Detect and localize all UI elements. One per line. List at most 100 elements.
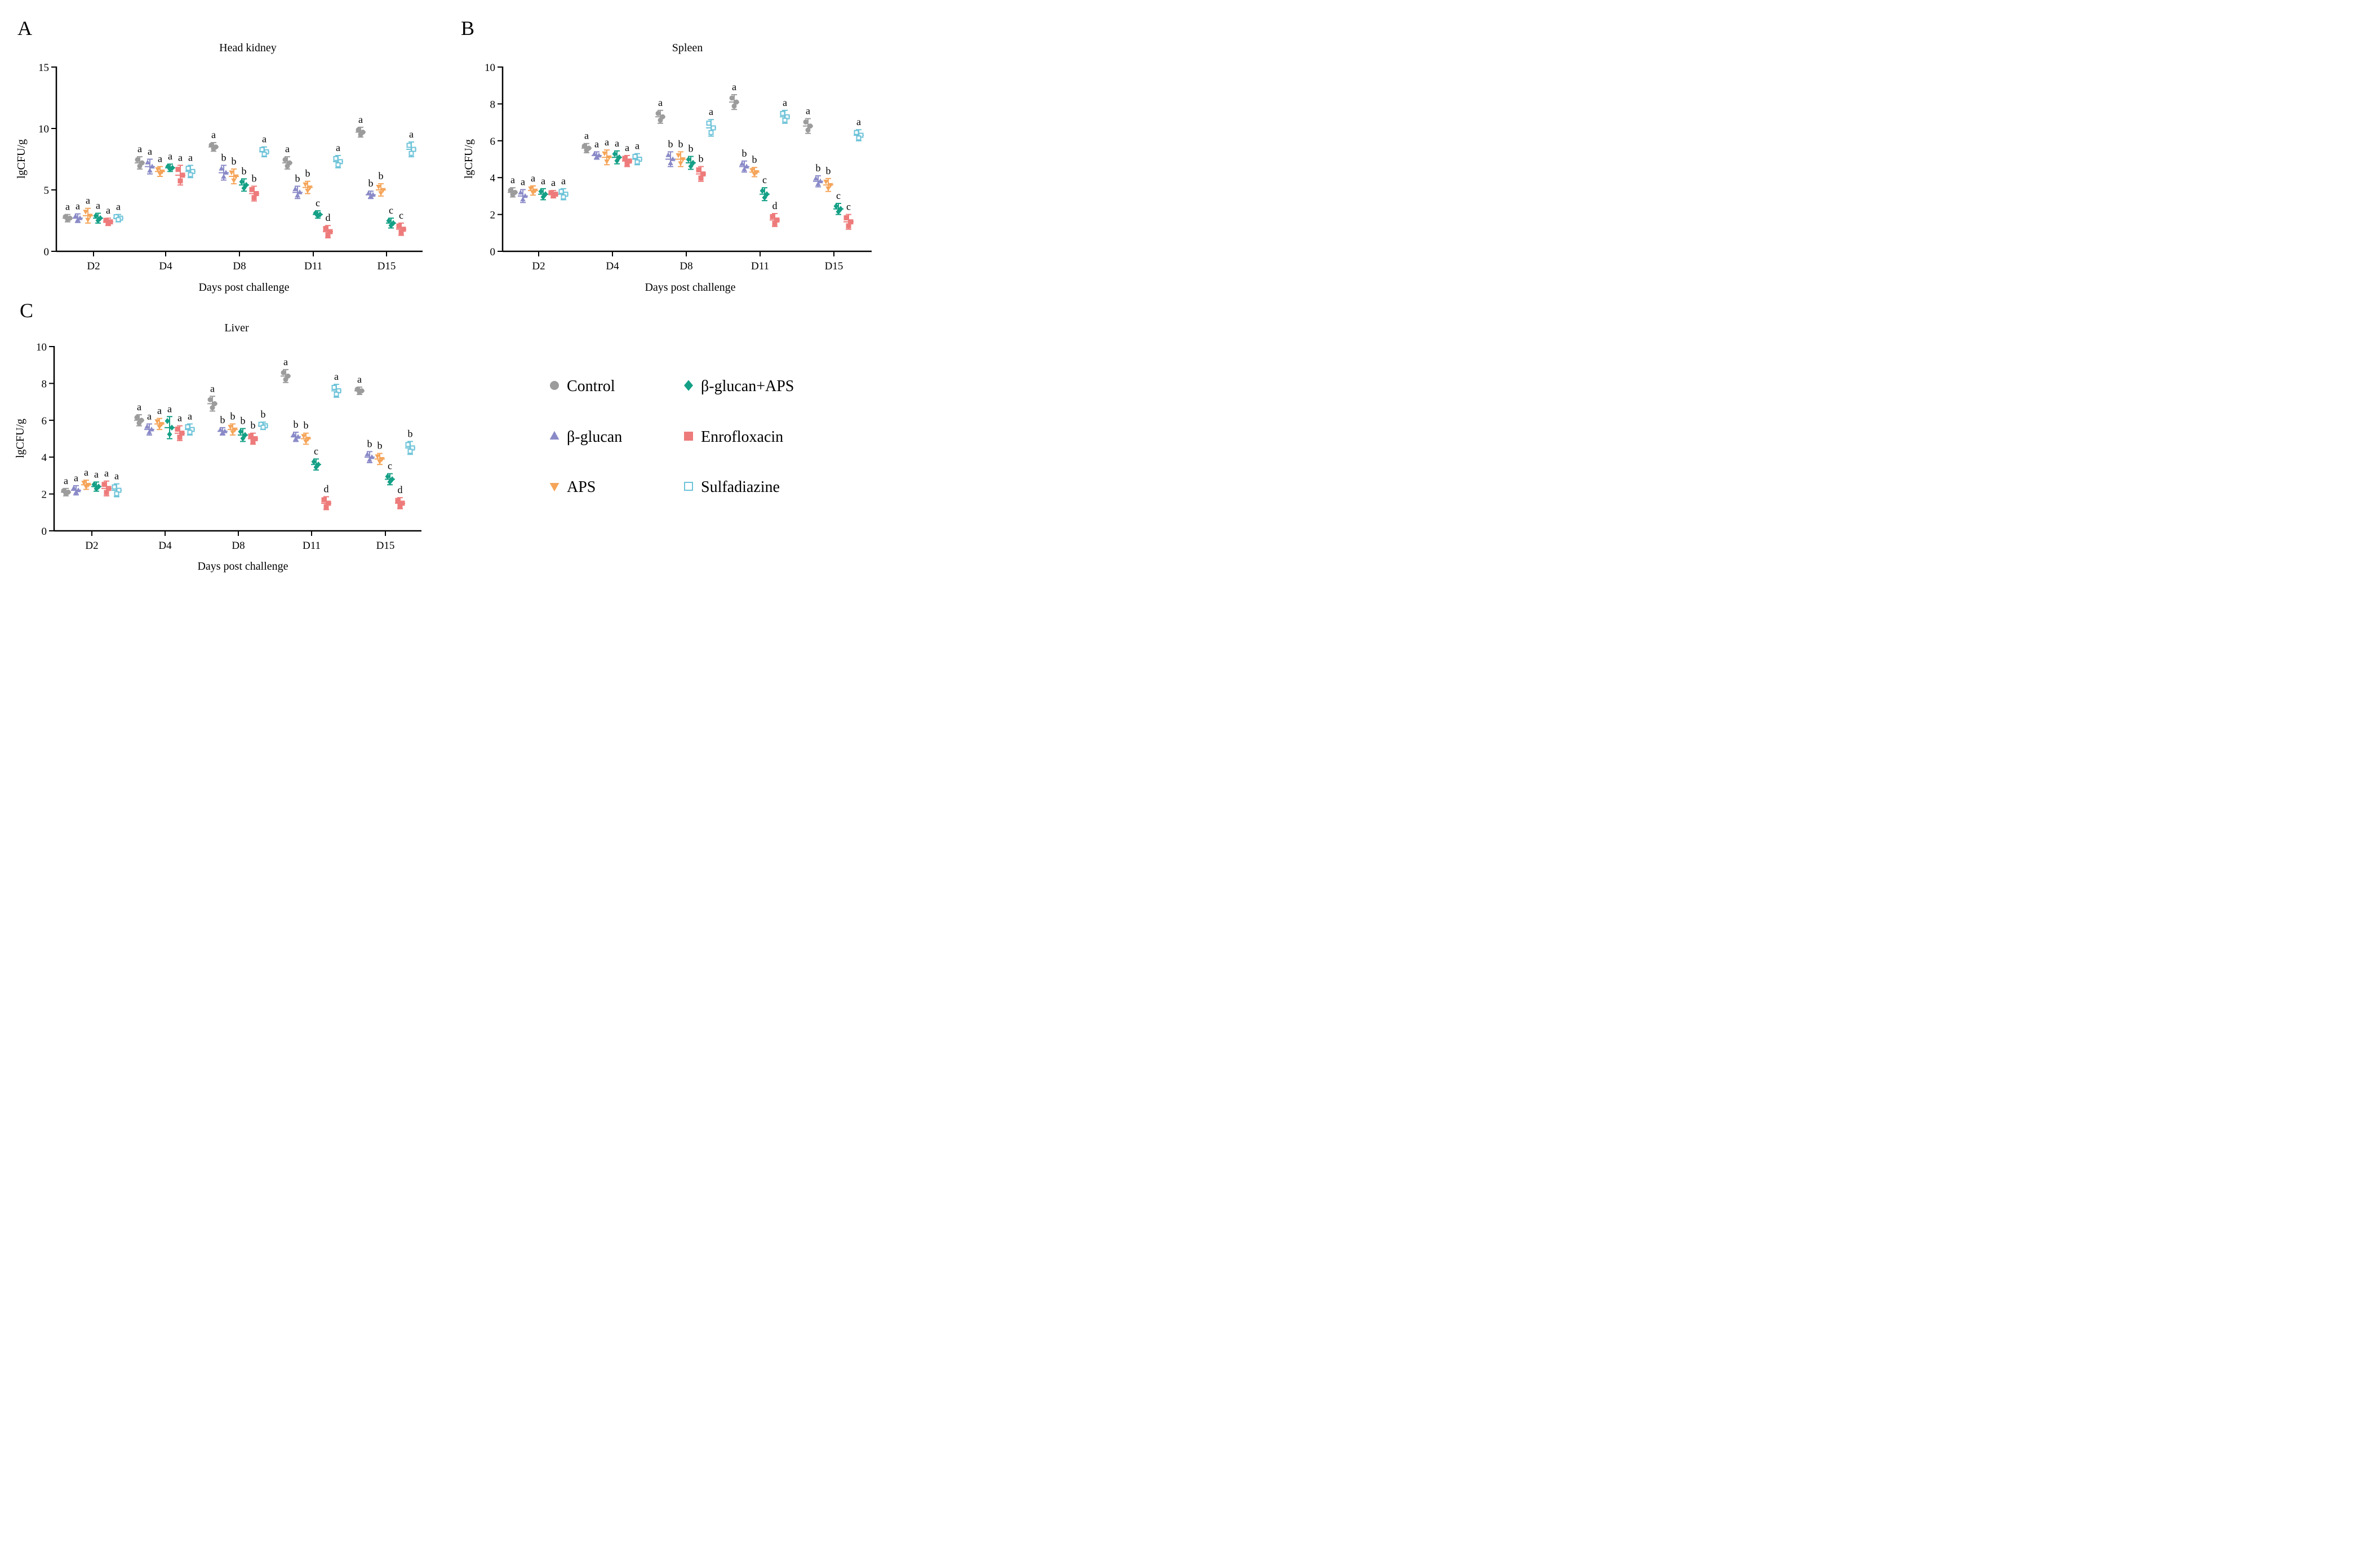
panel-head-kidney: A Head kidney 0 5 10 15 D2 D4 D8 D11 D15 Days post … [15,17,423,294]
point-control-d11 [283,376,288,382]
point-beta-glucan-plus-aps-d2 [94,485,99,492]
point-aps-d2 [83,210,88,215]
panel-letter: B [461,17,474,39]
point-sulfadiazine-d11 [335,162,341,167]
point-enrofloxacin-d11 [774,217,780,223]
point-aps-d11 [303,439,309,445]
significance-letter: a [178,152,183,163]
significance-letter: a [334,371,339,382]
panel-letter: C [20,299,33,322]
x-tick-label: D15 [376,540,395,552]
y-tick-label: 10 [485,62,495,74]
significance-letter: d [398,484,403,495]
point-beta-glucan-d15 [813,175,819,181]
point-sulfadiazine-d4 [188,172,193,178]
point-beta-glucan-d8 [219,166,224,171]
point-beta-glucan-d4 [145,159,150,165]
point-enrofloxacin-d8 [251,195,257,201]
point-aps-d8 [232,427,238,433]
y-tick-label: 2 [490,210,496,221]
legend-marker-beta-glucan-plus-aps [684,380,693,391]
significance-letter: a [188,152,193,163]
x-tick-label: D8 [233,260,246,272]
significance-letter: c [388,460,392,472]
point-beta-glucan-plus-aps-d15 [833,203,839,210]
significance-letter: a [137,143,142,154]
point-sulfadiazine-d4 [185,424,190,429]
x-axis-title: Days post challenge [198,281,289,294]
significance-letter: a [167,403,172,414]
significance-letter: b [252,172,257,184]
significance-letter: a [210,383,215,394]
point-enrofloxacin-d2 [103,218,109,223]
y-tick-label: 10 [38,123,49,135]
significance-letter: a [177,412,182,424]
point-beta-glucan-d2 [520,196,526,202]
point-aps-d2 [87,214,93,219]
point-control-d2 [65,217,70,223]
legend-marker-control [550,381,559,390]
point-beta-glucan-plus-aps-d8 [690,159,696,166]
point-beta-glucan-plus-aps-d4 [614,157,620,164]
point-enrofloxacin-d4 [624,161,630,167]
significance-letter: b [678,138,683,149]
point-enrofloxacin-d4 [175,427,180,432]
significance-letter: a [188,410,192,422]
point-aps-d15 [375,454,380,459]
significance-letter: a [635,140,640,152]
significance-letter: a [357,374,362,385]
point-sulfadiazine-d15 [856,135,862,141]
point-aps-d11 [305,188,310,194]
point-enrofloxacin-d2 [106,486,112,491]
significance-letter: a [84,467,88,478]
point-enrofloxacin-d8 [250,438,256,444]
point-beta-glucan-plus-aps-d4 [616,154,622,161]
point-beta-glucan-d11 [292,186,298,192]
significance-letter: a [137,401,141,412]
significance-letter: b [367,438,372,449]
point-aps-d4 [157,172,163,177]
significance-letter: c [836,190,841,201]
significance-letter: b [295,172,300,184]
point-beta-glucan-d8 [220,429,225,435]
significance-letter: a [283,356,288,367]
point-control-d8 [210,405,215,411]
point-enrofloxacin-d8 [248,433,254,439]
point-beta-glucan-d2 [76,487,81,493]
y-tick-label: 0 [42,526,47,538]
point-sulfadiazine-d11 [331,384,337,390]
point-aps-d8 [680,157,686,162]
point-beta-glucan-d8 [668,160,673,166]
x-tick-label: D15 [825,260,843,272]
point-control-d4 [134,415,140,420]
significance-letter: b [378,440,383,451]
point-enrofloxacin-d15 [399,500,405,506]
x-tick-label: D4 [606,260,619,272]
significance-letter: b [220,414,225,425]
significance-letter: a [116,201,121,212]
point-beta-glucan-d11 [293,436,299,441]
x-tick-label: D8 [680,260,692,272]
significance-letter: a [86,195,90,206]
point-beta-glucan-plus-aps-d2 [95,217,101,224]
significance-letter: a [114,471,119,482]
point-sulfadiazine-d15 [854,130,859,135]
significance-letter: b [368,178,374,189]
significance-letter: a [625,142,629,153]
significance-letter: a [615,137,619,149]
y-tick-label: 15 [38,62,49,74]
significance-letter: b [742,148,747,159]
point-enrofloxacin-d4 [177,434,183,440]
point-aps-d11 [305,437,311,442]
point-beta-glucan-d11 [295,434,301,439]
significance-letter: a [76,201,80,212]
point-beta-glucan-d8 [665,152,671,157]
point-beta-glucan-plus-aps-d11 [760,188,765,194]
significance-letter: b [816,162,821,174]
significance-letter: b [826,165,831,176]
point-control-d15 [807,123,813,129]
point-beta-glucan-plus-aps-d11 [764,191,770,198]
point-control-d11 [285,163,290,169]
